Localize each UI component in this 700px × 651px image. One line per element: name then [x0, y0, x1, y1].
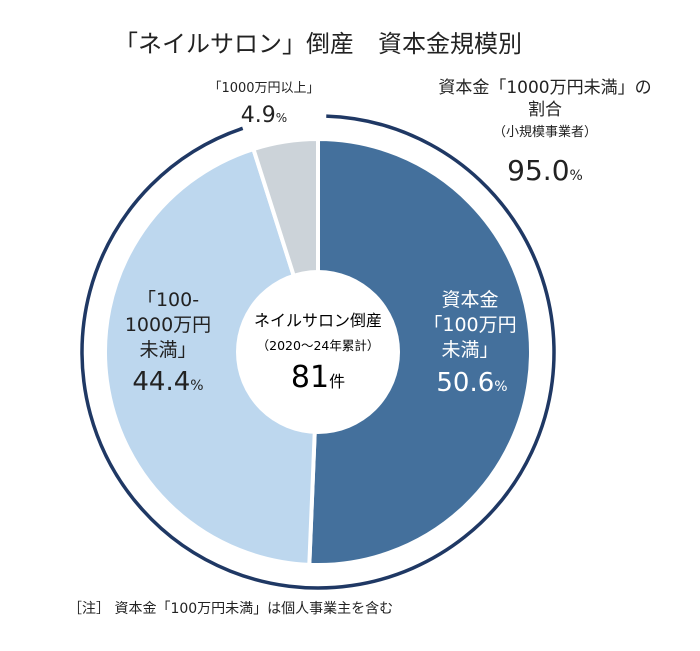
center-count: 81件	[291, 360, 345, 395]
svg-text:1000万円: 1000万円	[125, 314, 211, 336]
label-100-1000man: 「100- 1000万円 未満」 44.4%	[125, 289, 211, 397]
svg-text:50.6%: 50.6%	[436, 368, 507, 398]
svg-text:未満」: 未満」	[139, 339, 196, 361]
svg-text:資本金「1000万円未満」の: 資本金「1000万円未満」の	[438, 78, 651, 98]
chart-title: 「ネイルサロン」倒産 資本金規模別	[114, 30, 522, 58]
svg-text:「100-: 「100-	[137, 289, 199, 311]
svg-text:資本金: 資本金	[441, 289, 498, 311]
svg-text:95.0%: 95.0%	[507, 154, 583, 187]
footnote: ［注］ 資本金「100万円未満」は個人事業主を含む	[68, 601, 393, 617]
svg-text:（小規模事業者）: （小規模事業者）	[493, 124, 597, 140]
svg-text:割合: 割合	[528, 100, 562, 120]
pie-slice-1	[103, 146, 321, 567]
label-under-100man: 資本金 「100万円 未満」 50.6%	[423, 289, 516, 398]
bracket-arc	[80, 114, 556, 590]
bracket-label: 資本金「1000万円未満」の 割合 （小規模事業者） 95.0%	[438, 78, 651, 187]
svg-text:44.4%: 44.4%	[132, 367, 203, 397]
svg-text:4.9%: 4.9%	[241, 103, 287, 128]
center-period: （2020～24年累計）	[257, 338, 380, 353]
svg-text:「100万円: 「100万円	[423, 314, 516, 336]
pie-slice-0	[307, 136, 533, 567]
label-over-1000man: 「1000万円以上」 4.9%	[208, 81, 319, 128]
center-title: ネイルサロン倒産	[254, 311, 382, 330]
svg-text:「1000万円以上」: 「1000万円以上」	[208, 81, 319, 96]
svg-text:未満」: 未満」	[441, 339, 498, 361]
donut-hole	[236, 270, 400, 434]
